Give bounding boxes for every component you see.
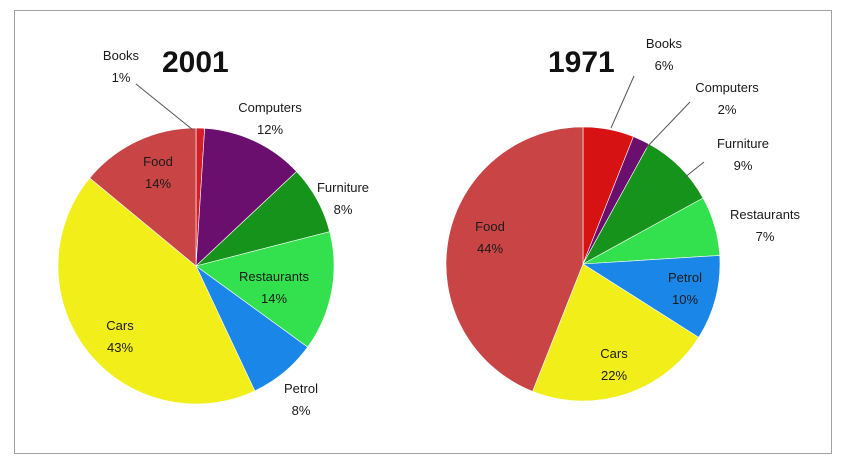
slice-value-computers: 12%: [257, 122, 283, 137]
pie-slice-food: [445, 126, 584, 392]
pie-slice-restaurants: [195, 231, 335, 348]
pie-slice-petrol: [582, 255, 721, 338]
leader-line-books: [610, 75, 635, 129]
slice-label-food: Food: [143, 154, 173, 169]
slice-value-food: 44%: [477, 241, 503, 256]
leader-line-furniture: [683, 161, 705, 179]
slice-value-computers: 2%: [718, 102, 737, 117]
pie-slice-food: [89, 127, 197, 267]
chart-title-1971: 1971: [548, 46, 615, 79]
chart-title-2001: 2001: [162, 46, 229, 79]
slice-value-books: 6%: [655, 58, 674, 73]
leader-line-computers: [645, 101, 691, 149]
slice-value-petrol: 8%: [292, 403, 311, 418]
slice-label-computers: Computers: [695, 80, 759, 95]
pie-1971: Books 6% Computers 2% Furniture 9% Restaurants…: [445, 36, 801, 402]
slice-value-furniture: 9%: [734, 158, 753, 173]
leader-line-books: [135, 83, 194, 131]
pie-2001: Books 1% Computers 12% Furniture 8% Restaurant…: [57, 48, 369, 418]
slice-label-books: Books: [646, 36, 683, 51]
slice-label-cars: Cars: [600, 346, 628, 361]
slice-label-restaurants: Restaurants: [730, 207, 801, 222]
slice-label-furniture: Furniture: [317, 180, 369, 195]
slice-value-restaurants: 7%: [756, 229, 775, 244]
slice-label-food: Food: [475, 219, 505, 234]
slice-label-books: Books: [103, 48, 140, 63]
pie-slice-cars: [532, 263, 700, 402]
pie-slice-cars: [57, 177, 256, 405]
pie-slice-computers: [195, 127, 298, 267]
slice-value-restaurants: 14%: [261, 291, 287, 306]
slice-value-petrol: 10%: [672, 292, 698, 307]
slice-label-cars: Cars: [106, 318, 134, 333]
slice-value-furniture: 8%: [334, 202, 353, 217]
slice-value-food: 14%: [145, 176, 171, 191]
slice-value-cars: 43%: [107, 340, 133, 355]
slice-label-computers: Computers: [238, 100, 302, 115]
slice-label-petrol: Petrol: [668, 270, 702, 285]
slice-value-books: 1%: [112, 70, 131, 85]
slice-value-cars: 22%: [601, 368, 627, 383]
slice-label-furniture: Furniture: [717, 136, 769, 151]
slice-label-petrol: Petrol: [284, 381, 318, 396]
slice-label-restaurants: Restaurants: [239, 269, 310, 284]
